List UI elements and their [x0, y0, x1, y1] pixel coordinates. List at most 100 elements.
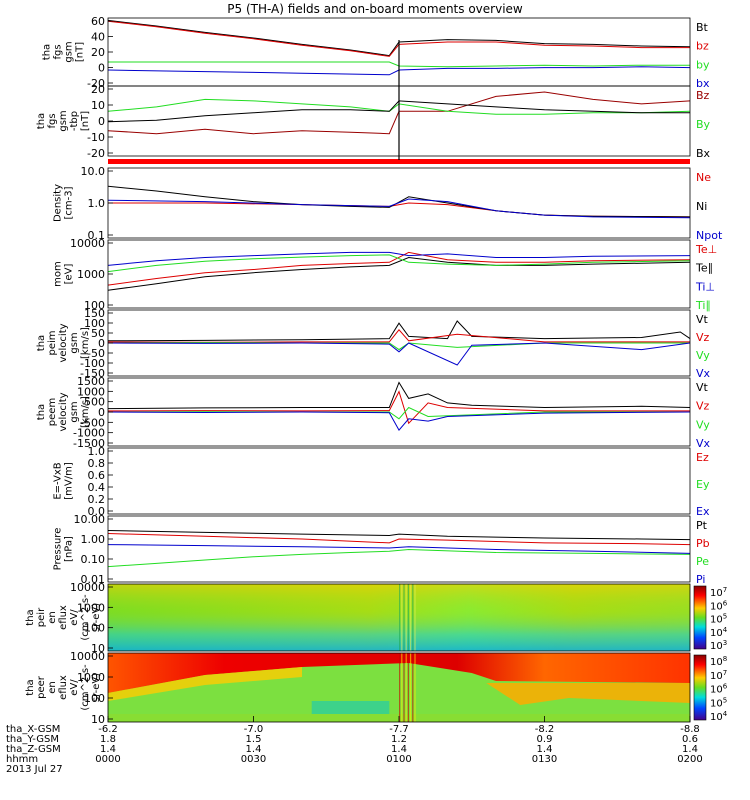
- svg-text:peir: peir: [36, 607, 47, 627]
- series-line-Bt: [107, 19, 691, 57]
- svg-text:gsm: gsm: [69, 401, 80, 422]
- y-tick-label: 0.6: [88, 469, 106, 482]
- footer-value: 1.4: [391, 744, 407, 755]
- y-tick-label: -50: [87, 347, 105, 360]
- y-axis-label: tha fgs gsm -tbp [nT]: [36, 110, 91, 131]
- svg-text:sr-eV): sr-eV): [91, 673, 102, 702]
- series-line-Vz: [107, 329, 690, 343]
- series-line-Ti⊥: [107, 251, 691, 266]
- y-tick-label: -150: [80, 367, 105, 380]
- y-tick-label: 0.1: [88, 229, 106, 242]
- series-line-Vz: [107, 390, 690, 425]
- y-tick-label: 1.00: [81, 533, 106, 546]
- y-tick-label: -20: [87, 147, 105, 160]
- legend-label: Bx: [696, 147, 711, 160]
- series-line-Pi: [107, 544, 691, 554]
- y-tick-label: 0: [98, 62, 105, 75]
- panel-fgs: 60 40 20 0 -20 tha fgs gsm [nT] Bt bz by bx: [42, 15, 710, 90]
- y-tick-label: -100: [80, 357, 105, 370]
- legend-label: Te⊥: [695, 243, 717, 256]
- footer-value: 0100: [386, 754, 412, 765]
- svg-text:fgs: fgs: [53, 44, 64, 59]
- svg-text:[eV]: [eV]: [64, 264, 75, 285]
- colorbar-tick-label: 107: [710, 586, 727, 599]
- footer-value: -7.0: [243, 724, 264, 735]
- series-line-Bz: [107, 91, 691, 135]
- svg-text:tha: tha: [36, 113, 47, 129]
- y-tick-label: 100: [84, 622, 105, 635]
- legend-label: Ti∥: [695, 299, 711, 312]
- footer-row-label: tha_X-GSM: [6, 724, 61, 735]
- plot-title: P5 (TH-A) fields and on-board moments ov…: [227, 2, 523, 16]
- series-line-Te⊥: [107, 251, 691, 286]
- footer-value: 1.4: [100, 744, 116, 755]
- y-tick-label: 10: [91, 713, 105, 726]
- y-tick-label: 10: [91, 99, 105, 112]
- y-tick-label: 1000: [77, 601, 105, 614]
- legend-label: Ne: [696, 171, 711, 184]
- legend-label: Vx: [696, 437, 711, 450]
- y-tick-label: 10000: [70, 650, 105, 663]
- svg-text:en: en: [47, 611, 58, 624]
- svg-text:[mV/m]: [mV/m]: [64, 462, 75, 500]
- series-line-Pe: [107, 548, 691, 568]
- y-tick-label: 40: [91, 31, 105, 44]
- svg-text:Pressure: Pressure: [53, 528, 64, 571]
- colorbar-tick-label: 105: [710, 613, 727, 626]
- svg-text:velocity: velocity: [58, 392, 69, 431]
- footer-row-label: tha_Z-GSM: [6, 744, 61, 755]
- footer-value: -7.7: [389, 724, 409, 735]
- svg-text:tha: tha: [36, 404, 47, 420]
- svg-text:(cm^2-s-: (cm^2-s-: [80, 594, 91, 641]
- series-line-By: [107, 98, 691, 115]
- y-tick-label: -500: [80, 416, 105, 429]
- svg-text:en: en: [47, 681, 58, 694]
- svg-text:[km/s]: [km/s]: [80, 396, 91, 428]
- y-tick-label: 20: [91, 83, 105, 96]
- y-tick-label: -20: [87, 77, 105, 90]
- footer-value: 1.4: [245, 744, 262, 755]
- colorbar-tick-label: 106: [710, 683, 728, 696]
- svg-text:E=-VxB: E=-VxB: [53, 462, 64, 499]
- y-tick-label: 10: [91, 642, 105, 655]
- legend-label: Ni: [696, 200, 707, 213]
- y-tick-label: 150: [84, 307, 105, 320]
- y-tick-label: 0.4: [88, 481, 106, 494]
- panel-frame: [107, 447, 691, 515]
- svg-text:[cm-3]: [cm-3]: [64, 186, 75, 219]
- legend-label: Vy: [696, 349, 710, 362]
- y-tick-label: 0: [98, 115, 105, 128]
- colorbar-tick-label: 106: [710, 599, 728, 612]
- y-tick-label: 0.01: [81, 573, 106, 586]
- svg-text:mom: mom: [53, 261, 64, 287]
- y-tick-label: 1000: [77, 385, 105, 398]
- legend-label: by: [696, 58, 710, 71]
- y-tick-label: 10.0: [81, 165, 106, 178]
- series-line-bx: [107, 66, 691, 76]
- footer-row-label: hhmm: [6, 754, 39, 765]
- legend-label: Vz: [696, 400, 710, 413]
- panel-evxb: 1.00.80.60.40.20.0 E=-VxB [mV/m] Ez Ey Ex: [53, 445, 710, 518]
- svg-text:tha: tha: [25, 679, 36, 695]
- y-tick-label: 100: [84, 692, 105, 705]
- svg-text:peim: peim: [47, 330, 58, 355]
- y-tick-label: 20: [91, 46, 105, 59]
- legend-label: Bz: [696, 89, 710, 102]
- panel-temp: 10000 1000 100 mom [eV] Te⊥ Te∥ Ti⊥ Ti∥: [53, 237, 718, 312]
- footer-value: 0030: [240, 754, 267, 765]
- legend-label: Te∥: [695, 262, 713, 275]
- legend-label: bx: [696, 77, 710, 90]
- legend-label: Pt: [696, 519, 708, 532]
- colorbar-tick-label: 104: [710, 710, 728, 723]
- svg-text:tha: tha: [25, 609, 36, 625]
- y-tick-label: 0.0: [88, 505, 106, 518]
- svg-text:[nPa]: [nPa]: [64, 536, 75, 562]
- series-line-Pt: [107, 530, 691, 541]
- footer-value: 1.5: [245, 734, 262, 745]
- panel-fgs-tbp: 20 10 0 -10 -20 tha fgs gsm -tbp [nT] Bz By Bx: [36, 83, 711, 160]
- series-line-Vt: [107, 320, 691, 342]
- footer-value: 0200: [677, 754, 703, 765]
